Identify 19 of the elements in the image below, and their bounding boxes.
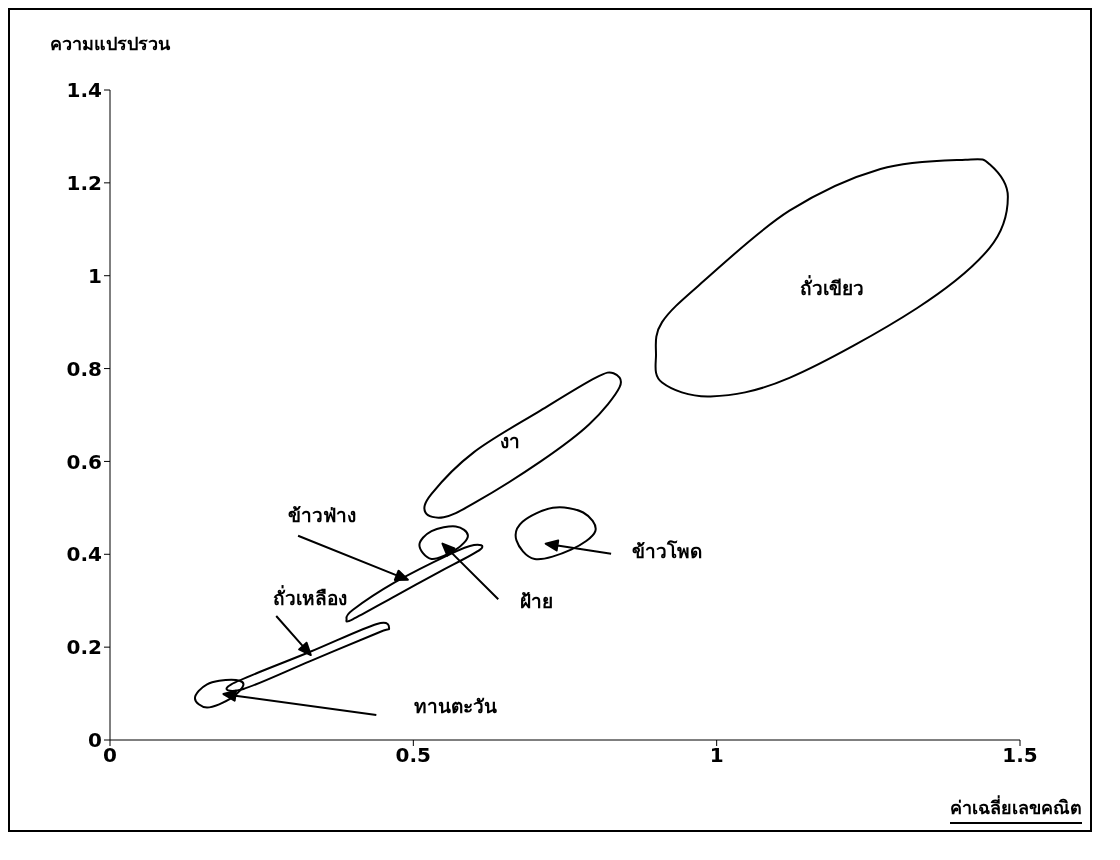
y-tick-label: 0.6	[66, 449, 102, 474]
annotation: ทานตะวัน	[413, 695, 497, 718]
x-tick-label: 0.5	[395, 743, 432, 768]
y-tick-label: 0.8	[66, 356, 102, 381]
y-axis-title: ความแปรปรวน	[50, 33, 171, 54]
y-tick-label: 1	[88, 263, 102, 288]
x-axis-title: ค่าเฉลี่ยเลขคณิต	[950, 793, 1082, 824]
y-tick-label: 1.4	[66, 78, 102, 103]
annotation: งา	[500, 430, 521, 453]
y-tick-label: 0.4	[66, 542, 102, 567]
annotation: ถั่วเหลือง	[273, 584, 348, 609]
y-tick-label: 1.2	[66, 170, 102, 195]
annotation: ข้าวโพด	[631, 539, 702, 562]
annotation: ถั่วเขียว	[799, 275, 864, 300]
annotation: ข้าวฟ่าง	[288, 503, 357, 526]
x-tick-label: 1.5	[1002, 743, 1038, 768]
annotation: ฝ้าย	[520, 589, 554, 612]
x-tick-label: 1	[709, 743, 724, 768]
y-tick-label: 0.2	[66, 635, 102, 660]
